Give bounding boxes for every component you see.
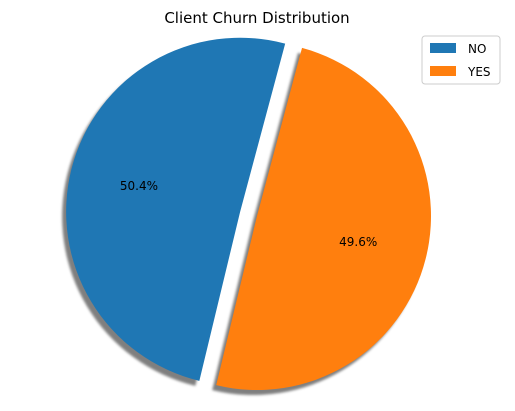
legend: NO YES (421, 35, 501, 85)
slice-labels: 50.4% 49.6% (120, 179, 377, 249)
legend-label-no: NO (468, 42, 486, 56)
pct-label-no: 50.4% (120, 179, 158, 193)
chart-title: Client Churn Distribution (164, 9, 349, 27)
legend-swatch-no (430, 43, 456, 53)
pie-slice-no (66, 37, 286, 381)
slices (66, 37, 432, 391)
pie-slice-yes (216, 47, 432, 391)
legend-swatch-yes (430, 66, 456, 76)
pct-label-yes: 49.6% (339, 235, 377, 249)
legend-label-yes: YES (467, 65, 491, 79)
